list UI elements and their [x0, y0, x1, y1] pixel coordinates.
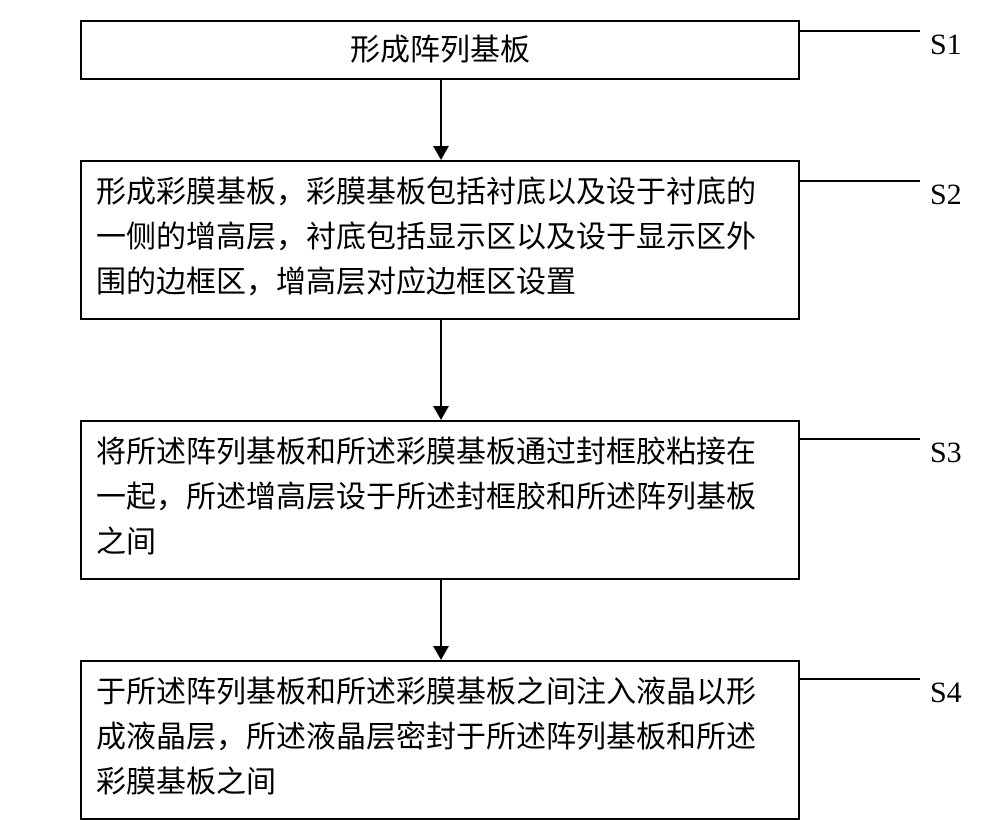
arrowhead-3: [433, 646, 449, 660]
step-label-s1: S1: [930, 28, 962, 62]
leader-line-s3: [800, 438, 920, 440]
leader-line-s2: [800, 180, 920, 182]
step-text-s3: 将所述阵列基板和所述彩膜基板通过封框胶粘接在一起，所述增高层设于所述封框胶和所述…: [96, 430, 784, 565]
leader-line-s1: [800, 30, 920, 32]
step-text-s4: 于所述阵列基板和所述彩膜基板之间注入液晶以形成液晶层，所述液晶层密封于所述阵列基…: [96, 670, 784, 805]
step-box-s4: 于所述阵列基板和所述彩膜基板之间注入液晶以形成液晶层，所述液晶层密封于所述阵列基…: [80, 660, 800, 820]
connector-arrow-1: [440, 80, 442, 146]
connector-arrow-2: [440, 320, 442, 406]
step-box-s2: 形成彩膜基板，彩膜基板包括衬底以及设于衬底的一侧的增高层，衬底包括显示区以及设于…: [80, 160, 800, 320]
flowchart-canvas: 形成阵列基板 S1 形成彩膜基板，彩膜基板包括衬底以及设于衬底的一侧的增高层，衬…: [0, 0, 1000, 820]
step-text-s2: 形成彩膜基板，彩膜基板包括衬底以及设于衬底的一侧的增高层，衬底包括显示区以及设于…: [96, 170, 784, 305]
leader-line-s4: [800, 678, 920, 680]
step-text-s1: 形成阵列基板: [96, 28, 784, 73]
step-box-s1: 形成阵列基板: [80, 20, 800, 80]
step-label-s3: S3: [930, 436, 962, 470]
step-box-s3: 将所述阵列基板和所述彩膜基板通过封框胶粘接在一起，所述增高层设于所述封框胶和所述…: [80, 420, 800, 580]
step-label-s4: S4: [930, 676, 962, 710]
step-label-s2: S2: [930, 178, 962, 212]
arrowhead-2: [433, 406, 449, 420]
connector-arrow-3: [440, 580, 442, 646]
arrowhead-1: [433, 146, 449, 160]
